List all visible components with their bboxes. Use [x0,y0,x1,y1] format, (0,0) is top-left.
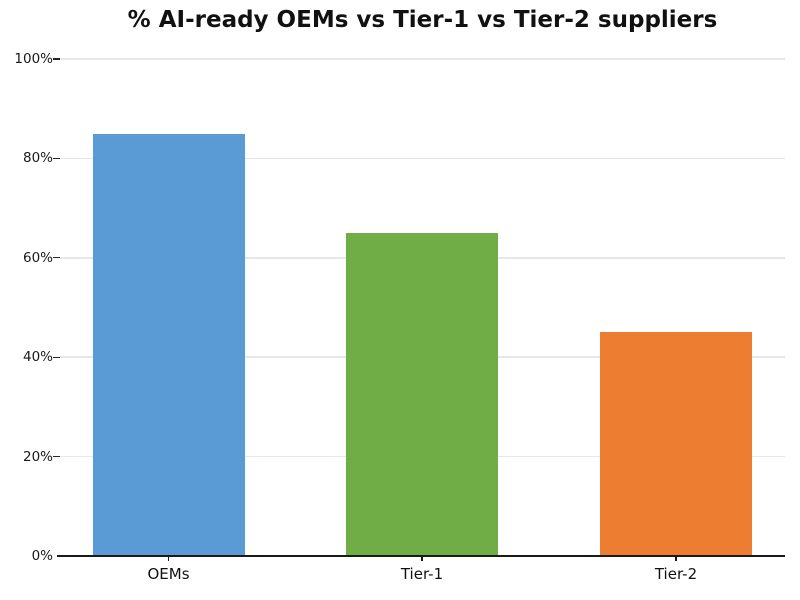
y-axis-tickmark [53,157,60,160]
plot-area [53,58,785,561]
y-axis-tickmark [53,58,60,60]
x-axis-line [57,554,785,558]
y-axis-tick-label: 0% [31,548,53,564]
x-axis-tickmark [167,556,170,561]
x-axis-tick-label: Tier-2 [654,565,698,583]
y-axis-tickmark [53,455,60,458]
bar-oems [92,133,245,556]
x-axis-tick-label: Tier-1 [400,565,444,583]
gridline-80 [60,157,785,160]
chart-title: % AI-ready OEMs vs Tier-1 vs Tier-2 supp… [127,7,718,33]
y-axis-tick-label: 40% [22,349,53,366]
x-axis-tickmark [675,556,677,561]
y-axis-tick-label: 100% [14,51,53,67]
x-axis-tick-label: OEMs [147,565,190,583]
x-axis-tickmark [421,556,423,561]
y-axis-tickmark [53,356,60,358]
bar-tier-1 [346,232,498,556]
gridline-100 [60,58,785,60]
y-axis-tick-label: 60% [22,249,53,266]
y-axis-tick-label: 20% [22,448,53,465]
bar-tier-2 [600,332,752,556]
y-axis-tickmark [53,257,60,259]
y-axis-tick-label: 80% [22,150,53,167]
